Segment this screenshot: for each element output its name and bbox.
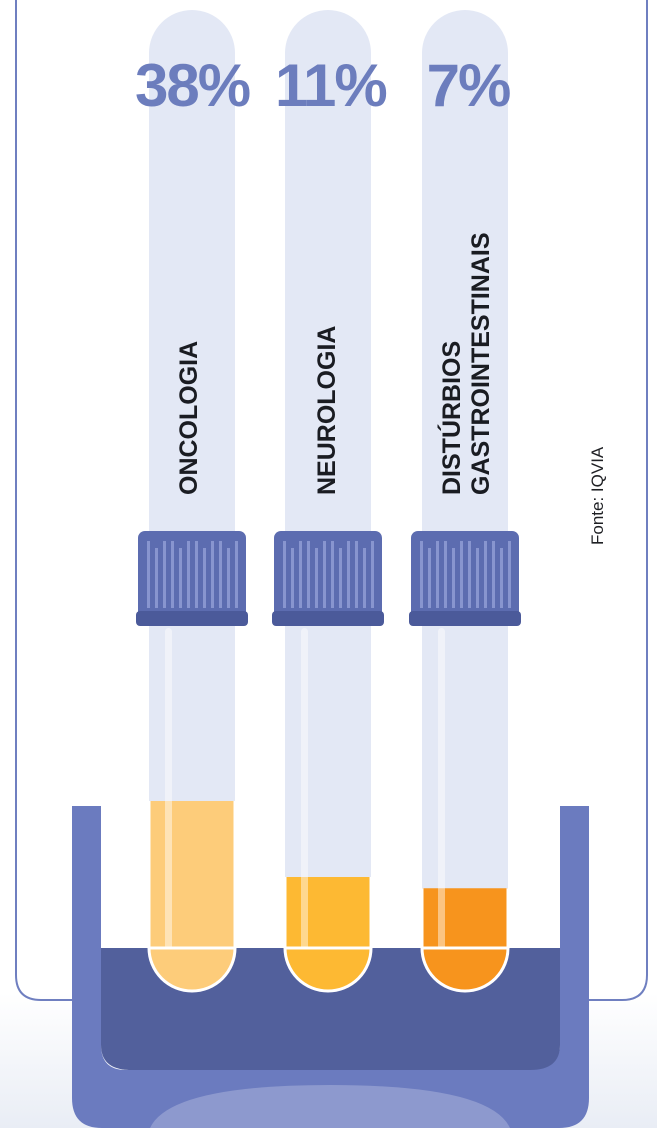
tube-cap [272,531,384,626]
cap-ridge [299,541,302,608]
value-label: 38% [134,52,251,119]
cap-ridge [155,548,158,608]
cap-ridge [339,548,342,608]
cap-base [136,611,248,626]
cap-ridge [211,541,214,608]
cap-ridge [179,548,182,608]
rack-frame [72,806,589,1128]
cap-ridge [500,548,503,608]
cap-ridge [283,541,286,608]
test-tube [136,10,248,993]
cap-ridge [195,541,198,608]
value-label: 7% [426,52,512,119]
test-tube [272,10,384,993]
cap-ridge [420,541,423,608]
cap-ridge [307,541,310,608]
cap-ridge [291,548,294,608]
cap-ridge [163,541,166,608]
cap-ridge [468,541,471,608]
category-label: NEUROLOGIA [313,325,341,495]
cap-ridge [219,541,222,608]
category-label: ONCOLOGIA [175,340,203,495]
glass-highlight [301,628,308,978]
test-tube [409,10,521,993]
cap-ridge [476,548,479,608]
cap-ridge [436,541,439,608]
cap-ridge [484,541,487,608]
cap-ridge [315,548,318,608]
cap-ridge [355,541,358,608]
cap-ridge [492,541,495,608]
tube-bottom [283,946,373,993]
cap-ridge [203,548,206,608]
cap-ridge [235,541,238,608]
tube-bottom [147,946,237,993]
tube-glass [149,10,235,991]
liquid-bar [149,801,235,991]
tube-cap [409,531,521,626]
cap-ridge [452,548,455,608]
cap-ridge [363,548,366,608]
source-note: Fonte: IQVIA [588,446,607,545]
cap-ridge [508,541,511,608]
glass-highlight [165,628,172,978]
cap-base [272,611,384,626]
cap-ridge [347,541,350,608]
cap-ridge [323,541,326,608]
cap-ridge [460,541,463,608]
cap-ridge [428,548,431,608]
category-label: DISTÚRBIOS GASTROINTESTINAIS [438,232,495,495]
cap-ridge [371,541,374,608]
cap-ridge [147,541,150,608]
cap-ridge [187,541,190,608]
cap-ridge [171,541,174,608]
glass-highlight [438,628,445,978]
cap-ridge [227,548,230,608]
tube-bottom [420,946,510,993]
tube-glass [422,10,508,991]
value-label: 11% [275,52,388,119]
tube-cap [136,531,248,626]
rack-shine [150,1085,510,1128]
cap-ridge [444,541,447,608]
tube-glass [285,10,371,991]
cap-ridge [331,541,334,608]
cap-base [409,611,521,626]
